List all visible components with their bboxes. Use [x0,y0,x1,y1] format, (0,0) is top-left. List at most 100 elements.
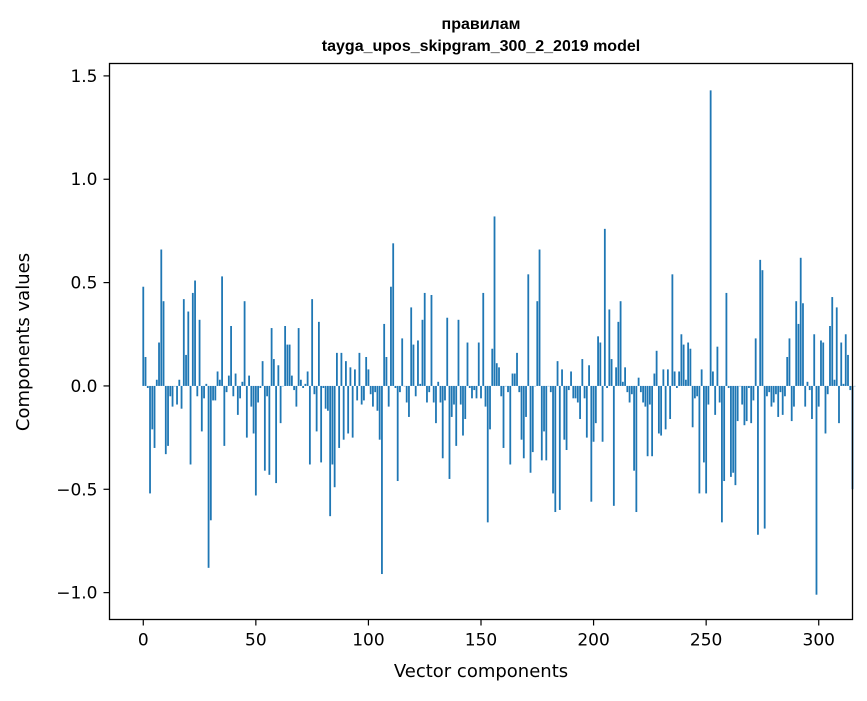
bar [701,369,703,386]
bar [714,386,716,415]
bar [843,384,845,386]
bar [554,386,556,512]
bar [687,343,689,386]
bar [169,386,171,396]
bar [345,361,347,386]
bar [451,386,453,417]
bar [692,386,694,427]
bar [500,386,502,396]
bar [476,386,478,398]
y-tick-label: −1.0 [56,584,97,604]
bar [368,369,370,386]
bar [516,353,518,386]
bar [552,386,554,493]
bar [757,386,759,535]
bar [318,322,320,386]
bar [390,287,392,386]
bar [363,386,365,400]
bar [271,328,273,386]
bar [602,386,604,442]
bar [160,250,162,386]
bar [428,386,430,392]
bar [633,386,635,471]
bar [446,318,448,386]
bar [304,384,306,386]
bar [480,386,482,398]
bar [496,363,498,386]
bar [167,386,169,446]
bar [563,386,565,440]
bar [541,386,543,460]
bar [773,386,775,403]
bar [557,361,559,386]
bar [462,386,464,436]
bar [615,367,617,386]
bar [473,386,475,390]
bar [647,386,649,456]
y-axis-label: Components values [13,253,34,431]
bar [259,386,261,388]
bar [514,374,516,386]
bar [509,386,511,465]
bar [595,386,597,423]
bar [316,386,318,431]
bar [435,386,437,423]
bar [658,386,660,434]
x-tick-label: 150 [465,631,497,651]
bar [678,371,680,385]
bar [671,274,673,386]
bar [226,386,228,392]
bar [359,353,361,386]
bar [212,386,214,400]
bar [293,386,295,390]
bar [149,386,151,493]
bar [608,309,610,385]
bar [343,386,345,440]
bar [347,386,349,434]
bar [676,386,678,388]
bar [491,349,493,386]
bar [392,243,394,386]
bar [683,345,685,386]
bar [419,384,421,386]
bar [577,386,579,403]
bar [329,386,331,516]
bar [726,293,728,386]
bar [165,386,167,454]
bar [356,386,358,400]
bar [370,386,372,394]
bar [268,386,270,475]
bar [422,320,424,386]
bar [244,301,246,386]
bar [838,386,840,423]
bar [397,386,399,481]
bar [827,386,829,394]
bar [626,386,628,392]
bar [680,334,682,386]
bar [512,374,514,386]
bar [845,334,847,386]
bar [620,301,622,386]
bar [836,307,838,386]
bar [192,293,194,386]
bar [840,343,842,386]
bar [775,386,777,394]
bar [264,386,266,471]
bar [185,355,187,386]
bar [302,386,304,388]
bar [494,216,496,385]
bar [642,386,644,403]
bar [277,365,279,386]
bar [521,386,523,440]
bar [617,322,619,386]
bar [221,276,223,386]
bar [176,386,178,405]
bar [208,386,210,568]
bar [712,371,714,385]
bar [518,386,520,392]
bar [735,386,737,485]
bar [183,299,185,386]
bar [406,386,408,403]
